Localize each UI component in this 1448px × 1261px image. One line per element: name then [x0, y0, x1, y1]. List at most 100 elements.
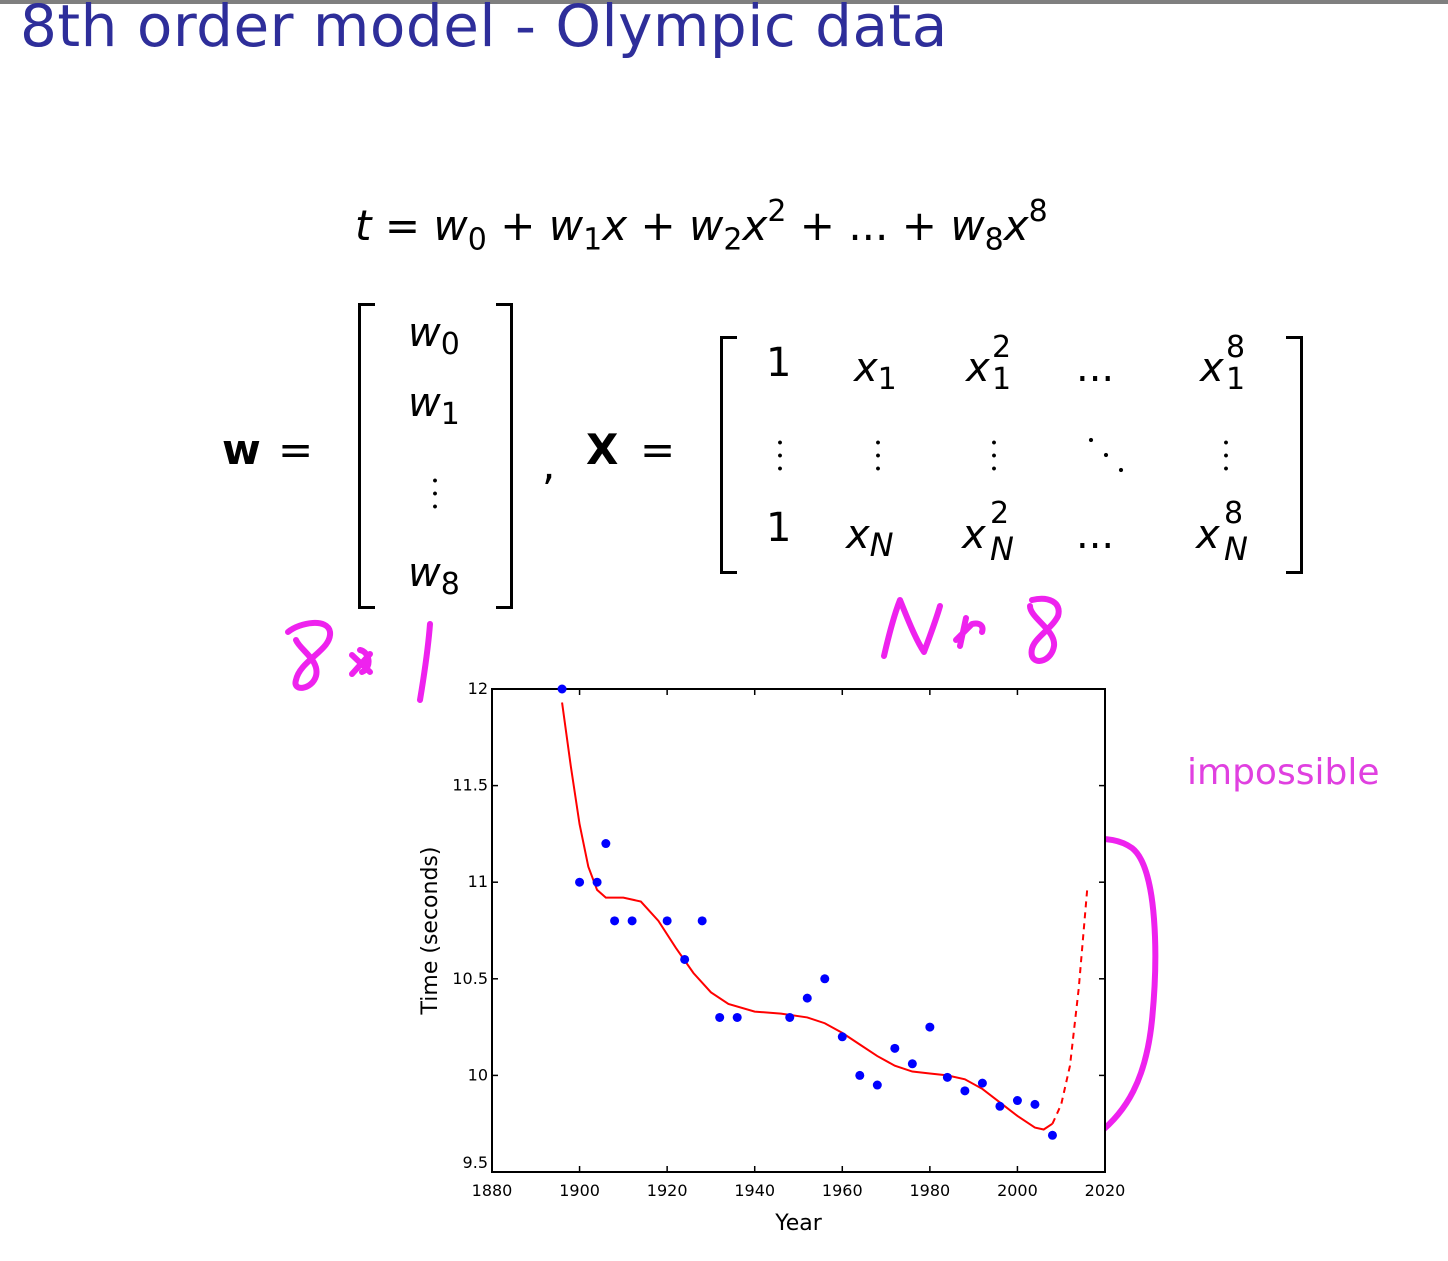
x-r1-x-base: x [854, 345, 878, 391]
data-point [610, 916, 620, 926]
eq-plus-1: + [500, 201, 536, 250]
x-tick-label: 2000 [997, 1181, 1038, 1200]
x-r1-x8-sub: 1 [1226, 362, 1246, 397]
eq-w2: w [689, 201, 724, 250]
data-point [592, 877, 602, 887]
x-rn-x2: x [962, 512, 986, 558]
w-entry-0-sub: 0 [440, 327, 460, 362]
x-col1-vdots [778, 436, 782, 476]
x-tick-label: 1900 [559, 1181, 600, 1200]
x-matrix-name: X [586, 425, 619, 474]
x-rn-dots: ... [1076, 512, 1115, 558]
eq-dots: ... [848, 201, 889, 250]
x-rn-x8: x [1196, 512, 1220, 558]
data-point [732, 1012, 742, 1022]
data-point [977, 1078, 987, 1088]
data-point [872, 1080, 882, 1090]
x-r1-x: x1 [854, 345, 897, 397]
y-tick-label: 11 [468, 872, 488, 891]
x-rn-one: 1 [766, 505, 792, 551]
x-r1-dots: ... [1076, 345, 1115, 391]
eq-w1: w [548, 201, 584, 250]
y-tick-label: 10 [468, 1065, 488, 1084]
handwritten-8x1 [285, 620, 433, 703]
w-vdots [433, 474, 437, 514]
eq-plus-3: + [799, 201, 835, 250]
eq-w8: w [950, 201, 985, 250]
data-point [680, 954, 690, 964]
w-entry-8-base: w [408, 550, 441, 596]
y-tick-label: 12 [468, 679, 488, 698]
eq-w8-sub: 8 [984, 222, 1004, 258]
x-r1-x8: x [1200, 345, 1224, 391]
w-entry-1-base: w [408, 380, 441, 426]
x-rn-x2-base: x [962, 512, 986, 558]
top-border [0, 0, 1448, 4]
w-entry-8-sub: 8 [440, 567, 460, 602]
data-point [785, 1012, 795, 1022]
x-rn-x8-sub: N [1224, 530, 1248, 568]
eq-x1: x [602, 201, 628, 250]
data-point [907, 1059, 917, 1069]
x-right-bracket [1286, 336, 1303, 574]
x-rn-x: xN [846, 512, 894, 564]
eq-x2-power: 2 [767, 194, 787, 229]
x-rn-x-base: x [846, 512, 870, 558]
eq-plus-4: + [901, 201, 937, 250]
eq-w2-sub: 2 [723, 222, 743, 258]
x-rn-x8-sup: 8 [1224, 496, 1244, 531]
extrapolation-curve [1051, 885, 1089, 1125]
y-axis-label: Time (seconds) [418, 847, 443, 1016]
x-rn-x-sub: N [869, 526, 894, 564]
w-entry-1: w1 [408, 380, 460, 432]
x-ddots [1085, 434, 1127, 476]
eq-w0-sub: 0 [467, 222, 487, 258]
eq-plus-2: + [640, 201, 676, 250]
x-tick-label: 1980 [909, 1181, 950, 1200]
data-point [820, 974, 830, 984]
data-point [557, 684, 567, 694]
x-r1-x2-sub: 1 [992, 362, 1012, 397]
x-tick-label: 1940 [734, 1181, 775, 1200]
data-point [627, 916, 637, 926]
plot-frame [491, 688, 1106, 1173]
data-point [601, 839, 611, 849]
y-tick-label: 11.5 [452, 776, 488, 795]
w-entry-0: w0 [408, 310, 460, 362]
x-tick-label: 1880 [472, 1181, 513, 1200]
x-r1-x8-sup: 8 [1226, 330, 1246, 365]
data-point [575, 877, 585, 887]
eq-lhs: t [355, 201, 372, 250]
x-col5-vdots [1224, 436, 1228, 476]
x-tick-label: 2020 [1085, 1181, 1126, 1200]
x-col3-vdots [992, 436, 996, 476]
data-point [960, 1086, 970, 1096]
y-tick-label: 9.5 [463, 1153, 488, 1172]
x-r1-x8-base: x [1200, 345, 1224, 391]
eq-x2: x [742, 201, 768, 250]
data-point [837, 1032, 847, 1042]
vector-comma: , [542, 440, 556, 489]
eq-w1-sub: 1 [583, 222, 603, 258]
data-point [1047, 1130, 1057, 1140]
x-matrix-equals: = [640, 425, 676, 474]
slide-title: 8th order model - Olympic data [20, 0, 948, 60]
x-col2-vdots [876, 436, 880, 476]
eq-x8-power: 8 [1028, 194, 1048, 229]
w-vector-equals: = [278, 425, 314, 474]
x-axis-label: Year [774, 1211, 823, 1236]
data-point [925, 1022, 935, 1032]
polynomial-equation: t = w0 + w1x + w2x2 + ... + w8x8 [355, 194, 1048, 258]
data-point [697, 916, 707, 926]
data-point [942, 1072, 952, 1082]
w-left-bracket [358, 303, 375, 609]
x-tick-label: 1960 [822, 1181, 863, 1200]
w-right-bracket [496, 303, 513, 609]
handwritten-nx8 [881, 595, 1062, 664]
x-left-bracket [720, 336, 737, 574]
data-point [1012, 1096, 1022, 1106]
eq-x8: x [1003, 201, 1029, 250]
data-point [802, 993, 812, 1003]
data-point [890, 1043, 900, 1053]
fit-curve [561, 702, 1054, 1131]
